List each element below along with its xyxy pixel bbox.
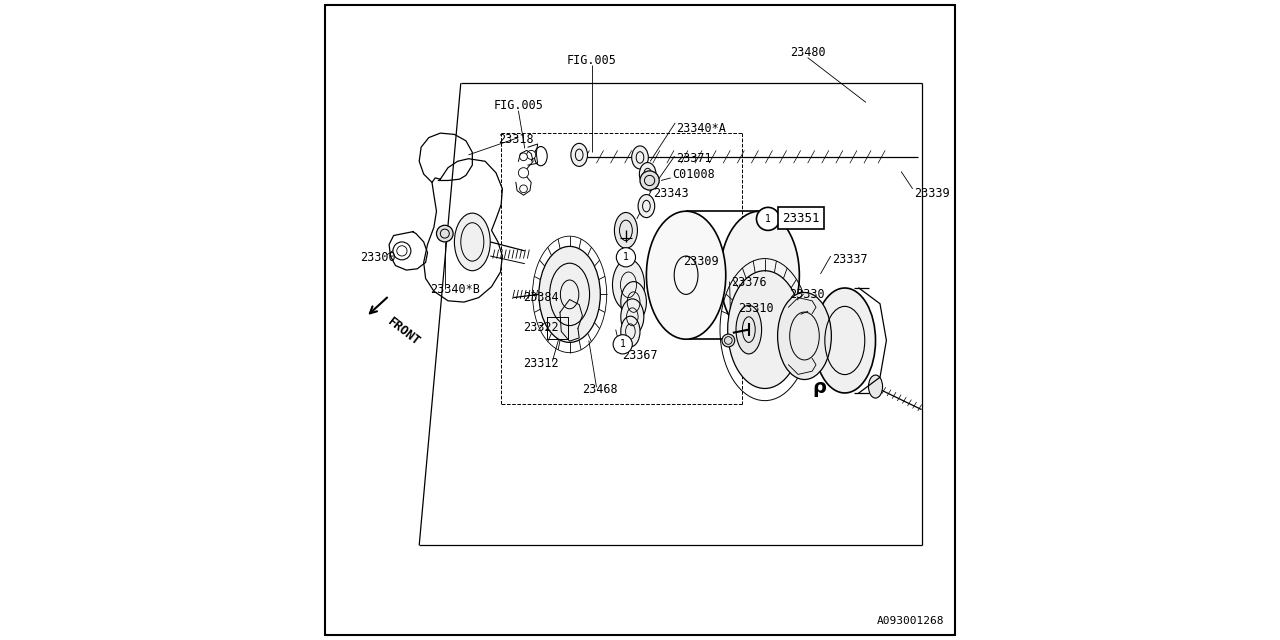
Text: 23371: 23371	[676, 152, 712, 165]
Text: 23300: 23300	[360, 251, 396, 264]
Text: 23339: 23339	[914, 187, 950, 200]
Text: 1: 1	[620, 339, 626, 349]
Text: 23337: 23337	[832, 253, 868, 266]
Text: 23376: 23376	[731, 276, 767, 289]
Text: 1: 1	[765, 214, 771, 224]
Circle shape	[617, 248, 635, 267]
Text: 23384: 23384	[524, 291, 559, 304]
Text: 23322: 23322	[524, 321, 559, 334]
Text: 23340*B: 23340*B	[430, 283, 480, 296]
Circle shape	[520, 185, 527, 193]
Circle shape	[520, 153, 527, 161]
Ellipse shape	[613, 259, 645, 310]
Ellipse shape	[436, 225, 453, 242]
Circle shape	[393, 242, 411, 260]
Ellipse shape	[869, 375, 883, 398]
Text: 1: 1	[623, 252, 628, 262]
Circle shape	[527, 150, 536, 159]
Text: 23318: 23318	[498, 133, 534, 146]
Ellipse shape	[454, 213, 490, 271]
Text: 23309: 23309	[684, 255, 718, 268]
Ellipse shape	[614, 212, 637, 248]
Ellipse shape	[719, 211, 799, 339]
Ellipse shape	[814, 288, 876, 393]
Ellipse shape	[778, 292, 832, 380]
Text: 23468: 23468	[582, 383, 618, 396]
Ellipse shape	[736, 305, 762, 354]
Text: 23312: 23312	[524, 357, 559, 370]
Circle shape	[613, 335, 632, 354]
Text: C01008: C01008	[672, 168, 714, 180]
Text: FRONT: FRONT	[385, 315, 422, 348]
Text: ρ: ρ	[813, 378, 826, 397]
Text: A093001268: A093001268	[877, 616, 945, 626]
FancyBboxPatch shape	[778, 207, 824, 229]
Circle shape	[518, 168, 529, 178]
Ellipse shape	[640, 171, 659, 190]
Text: 23351: 23351	[782, 212, 820, 225]
Ellipse shape	[631, 146, 649, 169]
Text: 23340*A: 23340*A	[676, 122, 726, 134]
Text: 23343: 23343	[653, 187, 689, 200]
Ellipse shape	[637, 195, 655, 218]
Circle shape	[756, 207, 780, 230]
Ellipse shape	[571, 143, 588, 166]
Text: 23367: 23367	[622, 349, 658, 362]
Text: FIG.005: FIG.005	[494, 99, 543, 112]
Ellipse shape	[640, 163, 657, 186]
Text: FIG.005: FIG.005	[567, 54, 617, 67]
Text: 23310: 23310	[739, 302, 773, 315]
Ellipse shape	[646, 211, 726, 339]
Ellipse shape	[621, 316, 640, 347]
Ellipse shape	[727, 271, 801, 388]
Text: 23480: 23480	[790, 46, 826, 59]
Ellipse shape	[535, 147, 548, 166]
Ellipse shape	[539, 246, 600, 342]
Text: 23330: 23330	[788, 288, 824, 301]
Ellipse shape	[621, 282, 646, 323]
Ellipse shape	[722, 334, 735, 347]
Ellipse shape	[621, 299, 644, 335]
